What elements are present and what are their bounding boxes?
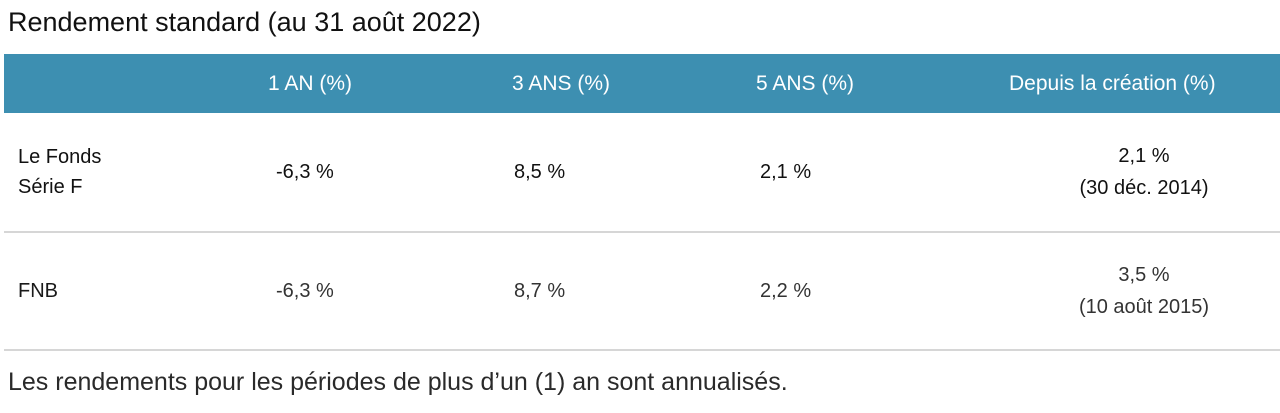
- since-inception-value: 2,1 %: [1118, 145, 1170, 167]
- cell-1-year: -6,3 %: [276, 280, 334, 302]
- cell-5-years: 2,2 %: [760, 280, 812, 302]
- cell-since-inception: 2,1 % (30 déc. 2014): [1044, 113, 1244, 231]
- page-title: Rendement standard (au 31 août 2022): [8, 7, 481, 37]
- cell-3-years: 8,5 %: [514, 161, 566, 183]
- row-label: Le Fonds Série F: [18, 146, 102, 198]
- table-row: Le Fonds Série F -6,3 % 8,5 % 2,1 % 2,1 …: [4, 113, 1280, 233]
- table-row: FNB -6,3 % 8,7 % 2,2 % 3,5 % (10 août 20…: [4, 233, 1280, 351]
- since-inception-date: (30 déc. 2014): [1079, 177, 1209, 199]
- cell-3-years: 8,7 %: [514, 280, 566, 302]
- header-3-years: 3 ANS (%): [512, 72, 611, 95]
- performance-table: 1 AN (%) 3 ANS (%) 5 ANS (%) Depuis la c…: [4, 54, 1280, 351]
- cell-since-inception: 3,5 % (10 août 2015): [1044, 233, 1244, 349]
- footnote: Les rendements pour les périodes de plus…: [8, 368, 788, 396]
- since-inception-date: (10 août 2015): [1078, 296, 1210, 318]
- cell-5-years: 2,1 %: [760, 161, 812, 183]
- table-header-row: 1 AN (%) 3 ANS (%) 5 ANS (%) Depuis la c…: [4, 54, 1280, 113]
- header-since-inception: Depuis la création (%): [1009, 72, 1216, 95]
- cell-1-year: -6,3 %: [276, 161, 334, 183]
- header-5-years: 5 ANS (%): [756, 72, 855, 95]
- header-1-year: 1 AN (%): [268, 72, 353, 95]
- row-label: FNB: [18, 280, 58, 302]
- since-inception-value: 3,5 %: [1118, 264, 1170, 286]
